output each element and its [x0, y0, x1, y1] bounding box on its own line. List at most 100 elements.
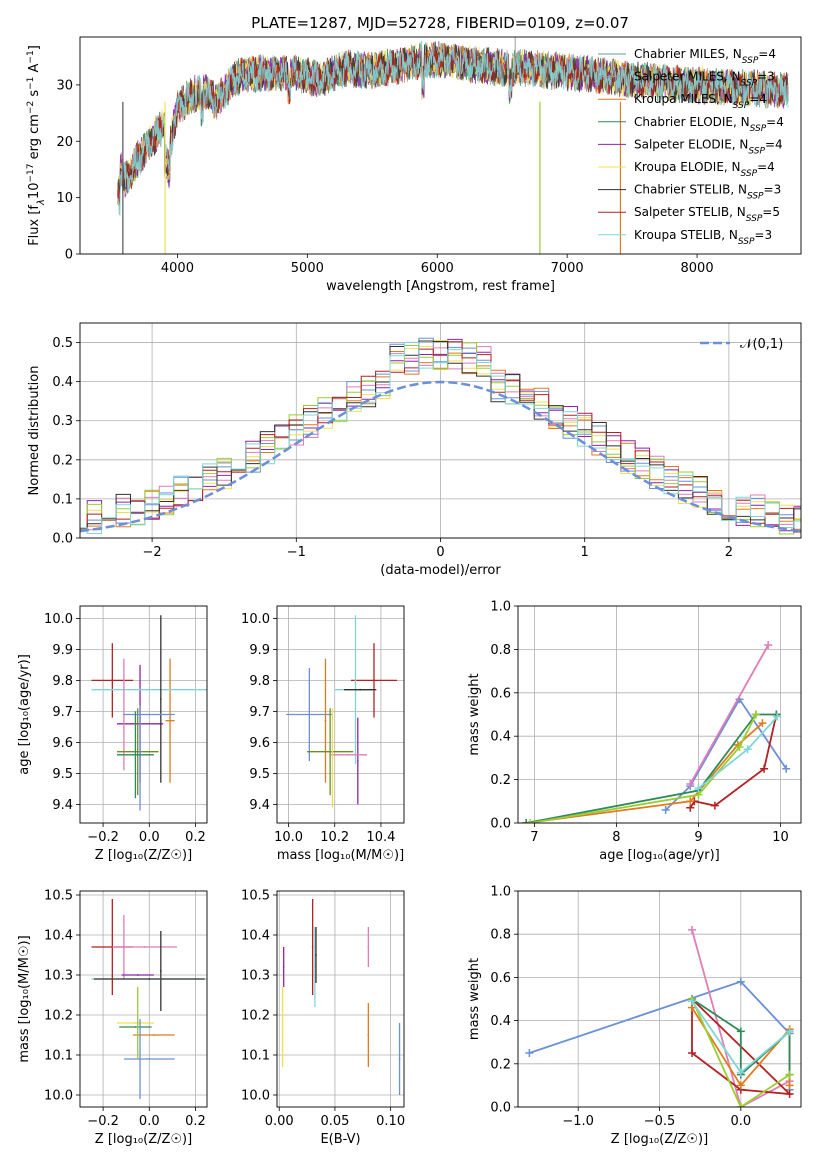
legend-eq: = — [762, 205, 772, 219]
legend-label-3: Chabrier ELODIE, NSSP=4 — [634, 115, 784, 134]
massweight-vs-z-xtick-label-2: 0.0 — [730, 1114, 751, 1129]
massweight-vs-age-ytick-label-4: 0.8 — [490, 643, 511, 658]
age-vs-mass-point-8 — [331, 757, 334, 759]
residuals-ytick-label-5: 0.5 — [52, 336, 73, 351]
legend-nssp: 3 — [764, 228, 772, 242]
massweight-vs-z-ytick-label-2: 0.4 — [490, 1014, 511, 1029]
mass-vs-z-point-2 — [122, 946, 125, 948]
massweight-vs-age-xtick-label-2: 9 — [694, 830, 702, 845]
massweight-vs-age-series-3 — [526, 722, 763, 823]
legend-ssp-sub: SSP — [741, 169, 758, 179]
mass-vs-ebv-frame — [276, 890, 405, 1108]
massweight-vs-age-plot-area — [522, 641, 791, 823]
age-vs-z-ytick-label-3: 9.7 — [52, 705, 73, 720]
massweight-vs-age-series-1 — [689, 644, 769, 785]
legend-eq: = — [757, 70, 767, 84]
massweight-vs-z-marker-2-3 — [785, 1090, 794, 1099]
massweight-vs-age-marker-1-1 — [764, 641, 773, 650]
age-vs-z-ytick-label-1: 9.5 — [52, 767, 73, 782]
age-vs-mass-ytick-label-6: 10.0 — [241, 612, 270, 627]
massweight-vs-z-ytick-label-0: 0.0 — [490, 1101, 511, 1116]
age-vs-mass-point-6 — [356, 760, 359, 762]
residuals-xtick-label-1: −1 — [287, 545, 306, 560]
age-vs-mass-ytick-label-0: 9.4 — [249, 798, 270, 813]
legend-nssp: 4 — [767, 160, 775, 174]
residuals-xtick-label-4: 2 — [725, 545, 733, 560]
age-vs-z-point-3 — [148, 688, 151, 691]
residuals-axes: −2 −1 0 1 2 0.0 0.1 0.2 0.3 0.4 0.5 (data-model)/er… — [27, 322, 802, 578]
spectrum-ylabel-part: Flux [f — [27, 205, 42, 246]
massweight-vs-age-marker-0-3 — [782, 764, 791, 773]
residuals-ytick-label-2: 0.2 — [52, 453, 73, 468]
spectrum-ylabel-part: λ — [36, 199, 47, 206]
age-vs-z-xlabel: Z [log₁₀(Z/Z☉)] — [95, 848, 192, 863]
residuals-ytick-label-3: 0.3 — [52, 414, 73, 429]
legend-eq: = — [758, 47, 768, 61]
mass-vs-z-point-12 — [136, 1022, 139, 1024]
massweight-vs-age-ytick-label-3: 0.6 — [490, 686, 511, 701]
spectrum-ylabel-part: s — [27, 90, 42, 101]
age-vs-z-point-6 — [136, 750, 139, 753]
legend-label-5: Kroupa ELODIE, NSSP=4 — [634, 160, 775, 179]
massweight-vs-age-marker-1-0 — [686, 779, 695, 788]
spectrum-ytick-label-0: 0 — [65, 248, 73, 263]
mass-vs-z-ylabel: mass [log₁₀(M/M☉)] — [17, 935, 32, 1062]
legend-nssp: 5 — [772, 205, 780, 219]
massweight-vs-age-ylabel: mass weight — [467, 673, 482, 755]
spectrum-ylabel-part: −2 — [26, 101, 36, 114]
legend-eq: = — [766, 115, 776, 129]
age-vs-z-point-7 — [148, 713, 151, 716]
mass-vs-z-point-6 — [148, 978, 151, 980]
massweight-vs-age-marker-3-1 — [686, 797, 695, 806]
massweight-vs-z-marker-2-1 — [688, 1049, 697, 1057]
age-vs-z-xtick-label-1: 0.0 — [139, 830, 160, 845]
massweight-vs-age-ytick-label-0: 0.0 — [490, 817, 511, 832]
spectrum-xlabel: wavelength [Angstrom, rest frame] — [326, 279, 555, 294]
massweight-vs-z-marker-0-0 — [525, 1049, 534, 1057]
massweight-vs-z-marker-0-1 — [736, 977, 745, 986]
massweight-vs-age-marker-2-3 — [760, 764, 769, 773]
residuals-ytick-label-1: 0.1 — [52, 492, 73, 507]
legend-series-name: Chabrier MILES, N — [634, 47, 742, 61]
mass-vs-ebv-ytick-label-3: 10.3 — [241, 969, 270, 984]
spectrum-axes: 4000 5000 6000 7000 8000 0 10 20 30 wavelength [A… — [26, 36, 802, 294]
spectrum-ylabel-part: −1 — [26, 50, 36, 63]
legend-series-name: Salpeter ELODIE, N — [634, 137, 748, 151]
massweight-vs-age-marker-2-2 — [710, 801, 719, 810]
massweight-vs-age-frame — [517, 605, 802, 824]
mass-vs-z-xtick-label-1: 0.0 — [139, 1114, 160, 1129]
legend-ssp-sub: SSP — [742, 56, 759, 66]
age-vs-mass-point-2 — [359, 688, 362, 691]
mass-vs-ebv-point-0 — [281, 1026, 284, 1028]
legend-eq: = — [754, 228, 764, 242]
mass-vs-z-ytick-label-2: 10.2 — [44, 1009, 73, 1024]
residuals-ytick-label-4: 0.4 — [52, 375, 73, 390]
massweight-vs-age-marker-6-0 — [694, 784, 703, 793]
age-vs-mass-xtick-label-2: 10.4 — [366, 830, 395, 845]
mass-vs-z-frame — [79, 890, 208, 1108]
spectrum-xtick-label-4: 8000 — [681, 261, 714, 276]
legend-label-0: Chabrier MILES, NSSP=4 — [634, 47, 776, 66]
massweight-vs-z-marker-5-2 — [785, 1070, 794, 1079]
mass-vs-z-point-10 — [148, 1058, 151, 1060]
age-vs-mass-frame — [276, 605, 405, 824]
spectrum-ytick-label-2: 20 — [56, 135, 73, 150]
massweight-vs-age-ytick-label-1: 0.2 — [490, 773, 511, 788]
residuals-xtick-label-3: 1 — [581, 545, 589, 560]
mass-vs-ebv-point-5 — [367, 946, 370, 948]
age-vs-z-xtick-label-0: −0.2 — [87, 830, 119, 845]
age-vs-z-ytick-label-4: 9.8 — [52, 674, 73, 689]
age-vs-z-point-9 — [134, 753, 137, 756]
mass-vs-ebv-point-6 — [367, 1034, 370, 1036]
massweight-vs-z-marker-1-0 — [688, 925, 697, 934]
mass-vs-z-point-3 — [136, 974, 139, 976]
legend-eq: = — [757, 160, 767, 174]
massweight-vs-age-marker-3-3 — [758, 719, 767, 728]
massweight-vs-age-xtick-label-1: 8 — [612, 830, 620, 845]
age-vs-mass-ytick-label-1: 9.5 — [249, 767, 270, 782]
massweight-vs-z-marker-3-1 — [736, 1081, 745, 1090]
legend-series-name: Kroupa ELODIE, N — [634, 160, 741, 174]
age-vs-mass-point-5 — [329, 750, 332, 753]
age-vs-z-plot-area — [91, 615, 207, 811]
